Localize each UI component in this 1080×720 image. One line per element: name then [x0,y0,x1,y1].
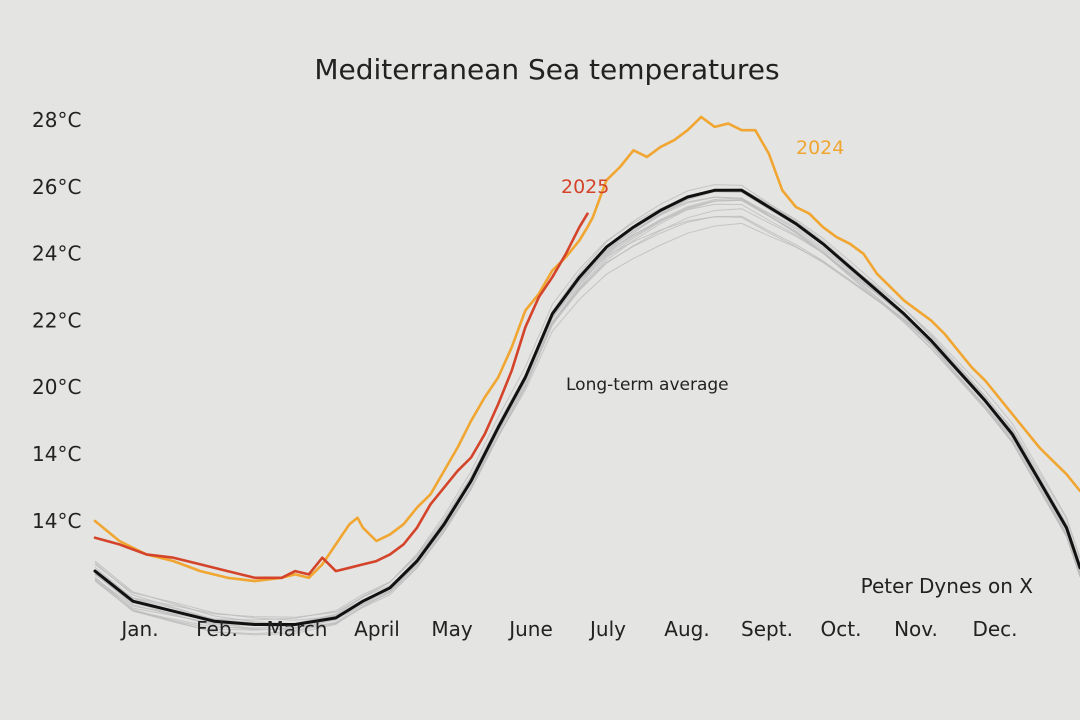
historical-year-line [94,188,1080,621]
x-tick-label: Dec. [972,617,1017,641]
x-tick-label: May [431,617,473,641]
series-label-2024: 2024 [796,137,844,159]
x-tick-label: March [267,617,328,641]
series-line-2024 [93,115,1080,583]
y-tick-label: 14°C [32,509,81,533]
historical-year-line [94,184,1080,621]
historical-year-line [94,222,1080,629]
historical-year-line [94,196,1080,629]
historical-year-line [94,189,1080,625]
historical-year-line [94,191,1080,625]
y-axis-ticks: 28°C 26°C 24°C 22°C 20°C 14°C 14°C [32,108,81,533]
y-tick-label: 24°C [32,242,81,266]
historical-year-line [94,199,1080,635]
x-tick-label: June [507,617,553,641]
y-tick-label: 14°C [32,442,81,466]
y-tick-label: 20°C [32,375,81,399]
historical-year-line [94,216,1080,625]
historical-year-line [94,196,1080,631]
x-tick-label: Feb. [196,617,238,641]
long-term-average-line [93,188,1080,626]
y-tick-label: 28°C [32,108,81,132]
x-axis-ticks: Jan. Feb. March April May June July Aug. Sept. Oc… [119,617,1017,641]
series-label-2025: 2025 [561,176,609,198]
x-tick-label: Jan. [119,617,158,641]
x-tick-label: April [354,617,400,641]
x-tick-label: Nov. [894,617,938,641]
x-tick-label: Oct. [821,617,862,641]
historical-year-line [94,188,1080,618]
historical-years-lines [94,184,1080,636]
y-tick-label: 26°C [32,175,81,199]
credit-text: Peter Dynes on X [861,574,1034,598]
y-tick-label: 22°C [32,308,81,332]
x-tick-label: Sept. [741,617,793,641]
x-tick-label: July [588,617,626,641]
average-annotation: Long-term average [566,375,729,395]
series-lines [93,115,1080,626]
x-tick-label: Aug. [664,617,709,641]
historical-year-line [94,197,1080,627]
chart-title: Mediterranean Sea temperatures [314,53,779,86]
series-line-2025 [93,212,589,580]
